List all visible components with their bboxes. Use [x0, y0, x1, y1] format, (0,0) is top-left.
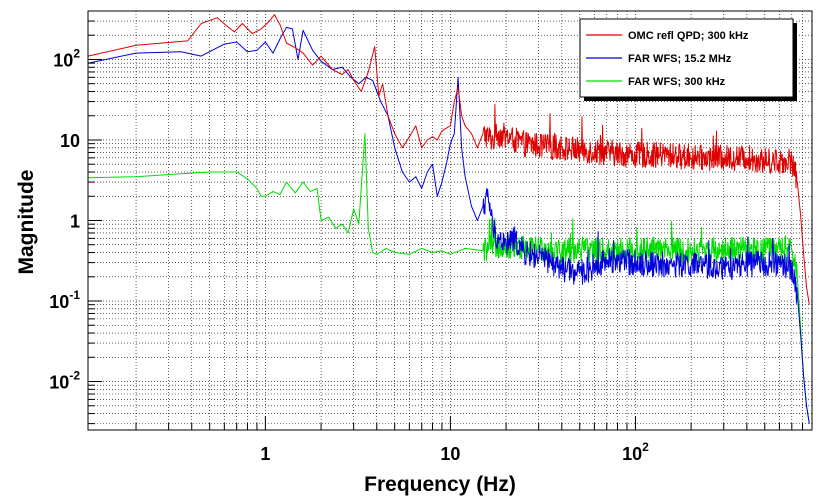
- y-tick-label-base: 10: [49, 373, 69, 393]
- y-tick-label: 10-2: [49, 369, 80, 393]
- x-tick-label: 10: [440, 444, 460, 464]
- y-tick-label-exponent: -2: [69, 369, 80, 383]
- x-tick-label: 1: [260, 444, 270, 464]
- y-tick-label-base: 10: [53, 50, 73, 70]
- y-axis-title: Magnitude: [15, 170, 38, 275]
- y-tick-label-exponent: 2: [73, 46, 80, 60]
- x-axis-title: Frequency (Hz): [364, 473, 516, 496]
- x-tick-label-base: 10: [440, 444, 460, 464]
- legend-label: FAR WFS; 15.2 MHz: [628, 53, 732, 65]
- y-tick-label: 102: [53, 46, 80, 70]
- y-tick-label: 10: [60, 131, 80, 151]
- y-tick-label: 10-1: [49, 288, 80, 312]
- x-tick-label-base: 1: [260, 444, 270, 464]
- series-line-2: [87, 26, 810, 424]
- x-tick-label: 102: [622, 440, 649, 464]
- legend: OMC refl QPD; 300 kHz FAR WFS; 15.2 MHz FA…: [579, 18, 797, 101]
- series-line-1: [87, 14, 810, 305]
- series-group: [87, 14, 810, 424]
- ticks: [88, 10, 813, 430]
- x-tick-label-base: 10: [622, 444, 642, 464]
- y-tick-label-base: 10: [60, 131, 80, 151]
- y-tick-label-base: 10: [49, 292, 69, 312]
- y-tick-label-base: 1: [70, 212, 80, 232]
- legend-label: OMC refl QPD; 300 kHz: [628, 30, 749, 42]
- y-tick-label-exponent: -1: [69, 288, 80, 302]
- legend-label: FAR WFS; 300 kHz: [628, 76, 726, 88]
- y-tick-label: 1: [70, 212, 80, 232]
- x-tick-label-exponent: 2: [642, 440, 649, 454]
